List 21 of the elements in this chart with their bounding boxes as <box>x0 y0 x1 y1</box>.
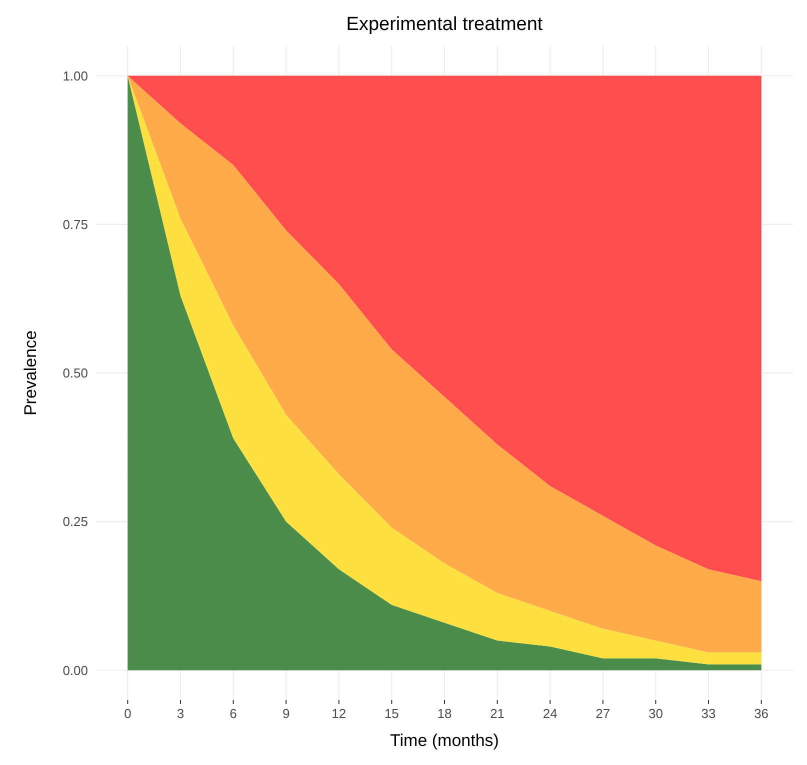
x-tick-label: 27 <box>596 706 610 721</box>
x-tick-label: 12 <box>332 706 346 721</box>
x-tick-label: 0 <box>124 706 132 721</box>
y-tick-label: 0.00 <box>62 662 88 678</box>
x-tick-label: 18 <box>437 706 452 721</box>
y-tick-label: 1.00 <box>62 68 88 84</box>
x-tick-label: 30 <box>648 706 663 721</box>
y-tick-label: 0.25 <box>62 514 88 530</box>
y-axis-title: Prevalence <box>21 330 40 416</box>
x-tick-label: 3 <box>176 706 184 721</box>
x-tick-label: 36 <box>754 706 769 721</box>
x-tick-label: 21 <box>490 706 505 721</box>
x-axis-title: Time (months) <box>390 731 499 750</box>
x-tick-label: 24 <box>542 706 558 721</box>
y-tick-label: 0.50 <box>62 366 88 381</box>
y-tick-label: 0.75 <box>62 216 88 232</box>
x-tick-label: 15 <box>384 706 399 721</box>
x-tick-label: 6 <box>230 706 237 721</box>
x-tick-label: 33 <box>701 706 716 721</box>
chart-title: Experimental treatment <box>346 14 544 35</box>
x-tick-label: 9 <box>282 706 290 721</box>
